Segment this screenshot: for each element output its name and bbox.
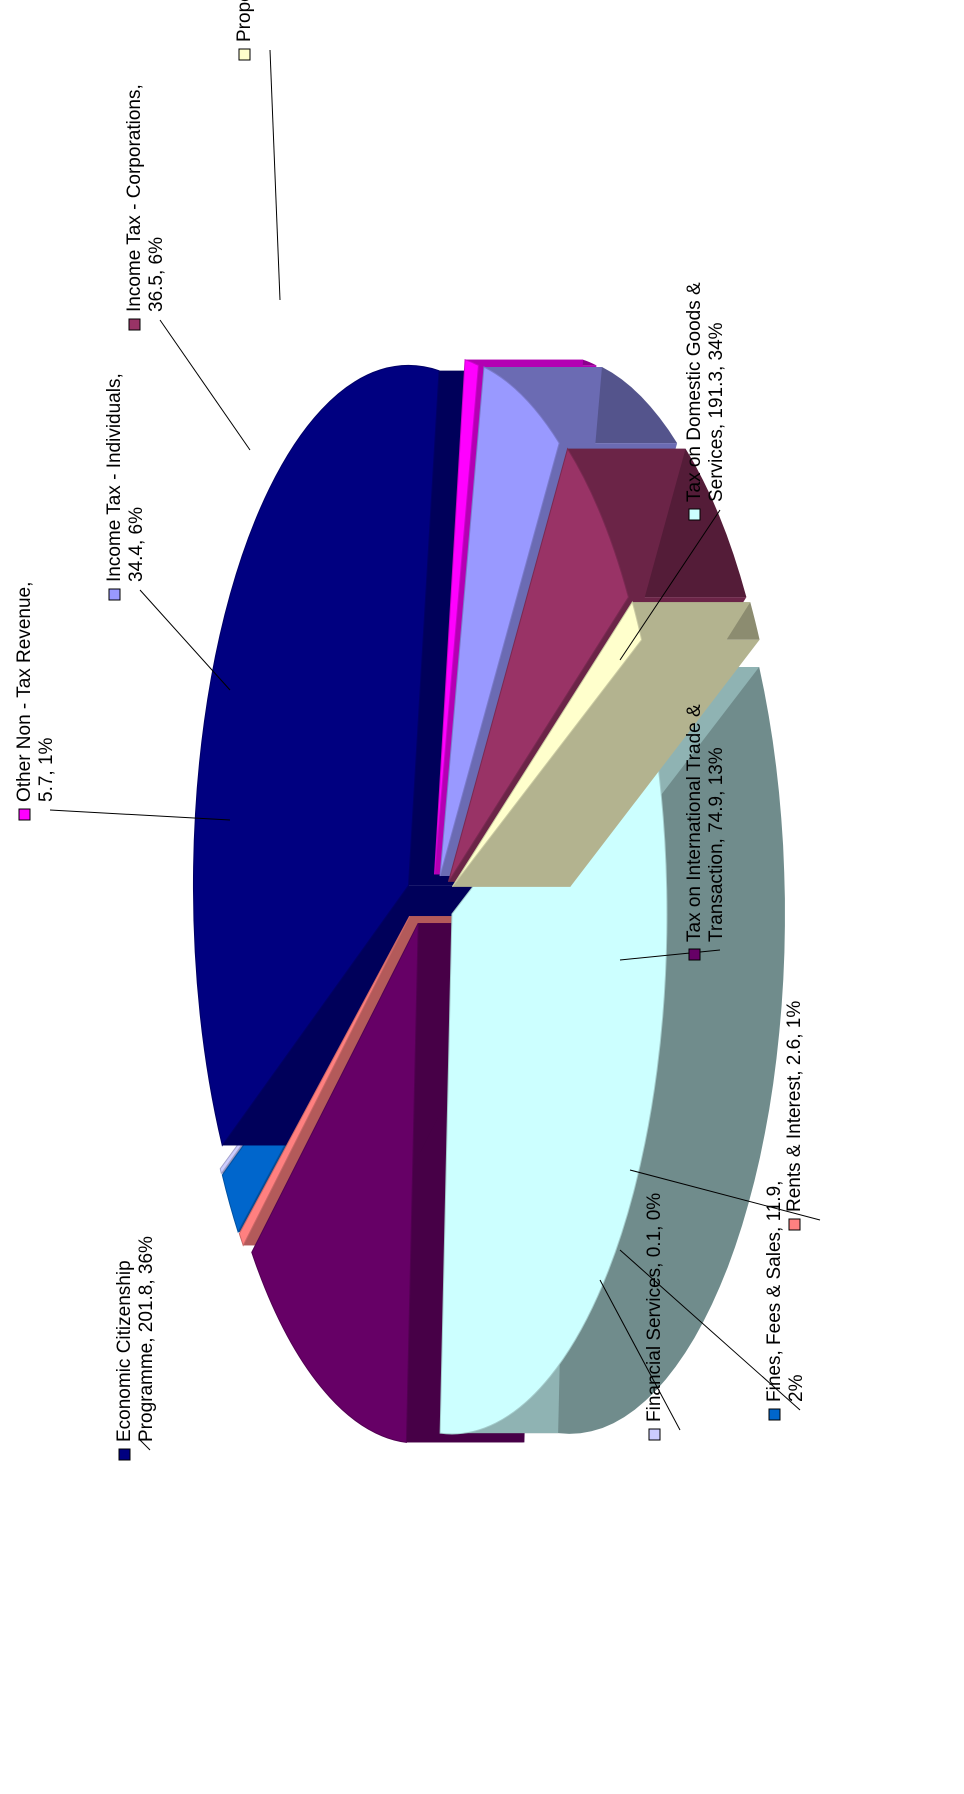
- leader-line: [49, 809, 231, 821]
- pie-slice-face: [238, 915, 411, 1247]
- data-label: Transaction, 74.9, 13%: [706, 747, 727, 942]
- pie-labels: Economic Citizenship Programme, 201.8, 36…: [14, 0, 821, 1461]
- pie-slice-face: [447, 447, 629, 882]
- legend-swatch: [688, 948, 701, 961]
- label-text-group: Tax on International Trade & Transaction,…: [684, 704, 727, 961]
- leader-line: [139, 1439, 151, 1451]
- data-label: Income Tax - Corporations,: [124, 84, 145, 312]
- slice-label: Financial Services, 0.1, 0%: [599, 1193, 681, 1441]
- data-label: Tax on International Trade &: [684, 704, 705, 942]
- label-text-group: Propety Tax, 7.6, 1%: [234, 0, 255, 61]
- data-label: 34.4, 6%: [126, 507, 147, 582]
- data-label: Rents & Interest, 2.6, 1%: [784, 1001, 805, 1212]
- pie-slice-face: [251, 922, 419, 1443]
- legend-swatch: [648, 1428, 661, 1441]
- label-text-group: Economic Citizenship Programme, 201.8, 36…: [114, 1236, 157, 1461]
- data-label: Financial Services, 0.1, 0%: [644, 1193, 665, 1422]
- data-label: Other Non - Tax Revenue,: [14, 582, 35, 802]
- label-text-group: Financial Services, 0.1, 0%: [644, 1193, 665, 1441]
- leader-line: [619, 509, 721, 661]
- slice-label: Tax on Domestic Goods & Services, 191.3, …: [619, 282, 727, 661]
- pie-slice-face: [434, 358, 479, 875]
- pie-slice-face: [192, 364, 440, 1147]
- leader-line: [599, 1279, 681, 1431]
- leader-line: [629, 1169, 821, 1221]
- slice-label: Economic Citizenship Programme, 201.8, 36…: [114, 1236, 157, 1461]
- pie-slices: [192, 358, 785, 1443]
- leader-line: [139, 589, 231, 691]
- pie-slice-wall: [452, 639, 760, 887]
- slice-label: Fines, Fees & Sales, 11.9, 2%: [619, 1181, 807, 1421]
- label-text-group: Tax on Domestic Goods & Services, 191.3, …: [684, 282, 727, 521]
- slice-label: Income Tax - Individuals, 34.4, 6%: [104, 373, 231, 691]
- pie-slice-face: [439, 366, 560, 877]
- legend-swatch: [768, 1408, 781, 1421]
- legend-swatch: [118, 1448, 131, 1461]
- leader-line: [619, 949, 721, 961]
- data-label: Economic Citizenship: [114, 1260, 135, 1442]
- label-text-group: Income Tax - Individuals, 34.4, 6%: [104, 373, 147, 601]
- data-label: 36.5, 6%: [146, 237, 167, 312]
- data-label: Propety Tax, 7.6, 1%: [234, 0, 255, 42]
- slice-label: Propety Tax, 7.6, 1%: [234, 0, 281, 301]
- data-label: Fines, Fees & Sales, 11.9,: [764, 1181, 785, 1402]
- label-text-group: Fines, Fees & Sales, 11.9, 2%: [764, 1181, 807, 1421]
- legend-swatch: [788, 1218, 801, 1231]
- data-label: Services, 191.3, 34%: [706, 322, 727, 502]
- slice-label: Rents & Interest, 2.6, 1%: [629, 1001, 821, 1231]
- data-label: 5.7, 1%: [36, 737, 57, 802]
- legend-swatch: [18, 808, 31, 821]
- label-text-group: Rents & Interest, 2.6, 1%: [784, 1001, 805, 1231]
- data-label: Tax on Domestic Goods &: [684, 282, 705, 502]
- data-label: Income Tax - Individuals,: [104, 373, 125, 582]
- legend-swatch: [108, 588, 121, 601]
- label-text-group: Other Non - Tax Revenue, 5.7, 1%: [14, 582, 57, 821]
- data-label: 2%: [786, 1374, 807, 1402]
- data-label: Programme, 201.8, 36%: [136, 1236, 157, 1442]
- leader-line: [619, 1249, 801, 1411]
- slice-label: Other Non - Tax Revenue, 5.7, 1%: [14, 582, 231, 821]
- pie-slice-face: [451, 600, 643, 888]
- legend-swatch: [688, 508, 701, 521]
- slice-label: Income Tax - Corporations, 36.5, 6%: [124, 84, 251, 451]
- leader-line: [269, 49, 281, 301]
- legend-swatch: [128, 318, 141, 331]
- pie-slice-side: [440, 667, 785, 1434]
- label-text-group: Income Tax - Corporations, 36.5, 6%: [124, 84, 167, 331]
- slice-label: Tax on International Trade & Transaction,…: [619, 704, 727, 961]
- leader-line: [159, 319, 251, 451]
- pie-slice: [451, 600, 760, 888]
- legend-swatch: [238, 48, 251, 61]
